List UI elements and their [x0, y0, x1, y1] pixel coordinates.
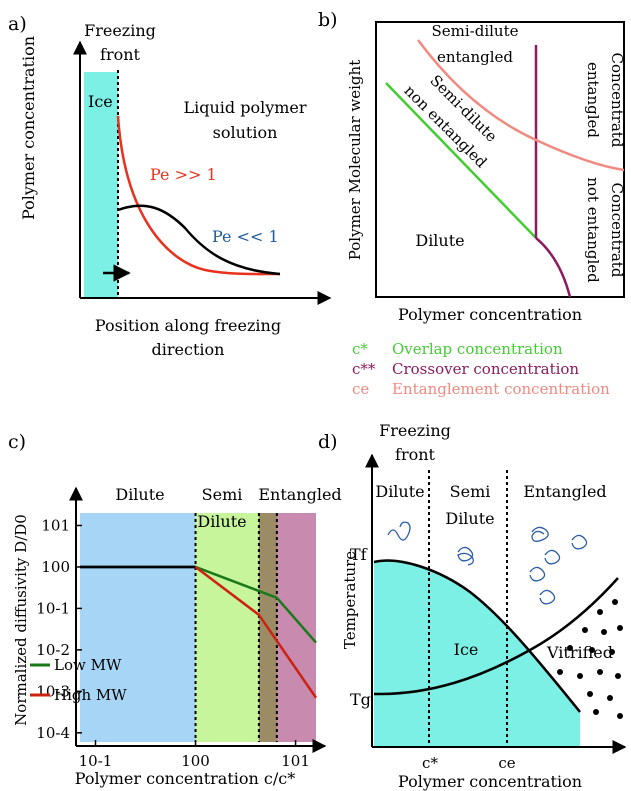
ice-area	[374, 560, 580, 747]
panel-a-x-label-1: Position along freezing	[95, 316, 281, 335]
region-conc-ent-2: entangled	[584, 62, 602, 138]
panel-c-x-label: Polymer concentration c/c*	[75, 769, 295, 788]
panel-c-region-entangled: Entangled	[258, 485, 341, 504]
panel-d-vitrified-label: Vitrified	[546, 643, 613, 662]
legend-label-low-mw: Low MW	[54, 656, 122, 674]
liquid-label-1: Liquid polymer	[183, 98, 306, 117]
legend-text-c-starstar: Crossover concentration	[392, 360, 579, 378]
panel-c-region-semi-1: Semi	[202, 485, 243, 504]
c-e-curve	[416, 39, 625, 172]
legend-symbol-c-starstar: c**	[352, 360, 376, 378]
region-band-0	[80, 513, 196, 742]
legend-symbol-c-star: c*	[352, 340, 368, 358]
panel-d-region-dilute: Dilute	[375, 482, 424, 501]
region-conc-not-1: Concentratd	[608, 183, 626, 278]
panel-a-label: a)	[8, 13, 27, 35]
panel-a: a) Freezing front Ice Liquid polymer sol…	[8, 13, 332, 359]
panel-c-region-dilute: Dilute	[115, 485, 164, 504]
ice-label: Ice	[88, 92, 113, 111]
panel-c-region-semi-2: Dilute	[197, 512, 246, 531]
y-tick-label: 10-1	[36, 599, 70, 617]
panel-d-ice-label: Ice	[454, 640, 479, 659]
panel-b: b) Semi-dilute entangled Semi-dilute non…	[318, 9, 626, 398]
series-line-high-mw	[194, 565, 318, 699]
pe-high-curve	[116, 115, 281, 276]
panel-a-y-label: Polymer concentration	[19, 36, 38, 220]
legend-symbol-c-e: ce	[352, 380, 369, 398]
y-tick-label: 101	[41, 516, 70, 534]
series-line-low-mw	[195, 565, 317, 644]
pe-high-label: Pe >> 1	[150, 165, 217, 184]
glass-transition-curve	[373, 577, 619, 696]
panel-c-label: c)	[8, 431, 26, 453]
panel-c-regions	[80, 513, 316, 742]
panel-b-label: b)	[318, 9, 338, 31]
vitrified-dots	[557, 599, 623, 719]
panel-a-x-label-2: direction	[152, 340, 225, 359]
y-tick-label: 10-2	[36, 641, 70, 659]
panel-c-y-label: Normalized diffusivity D/D0	[12, 514, 30, 726]
tick-c-e: ce	[498, 754, 515, 772]
c-star-line	[385, 82, 537, 239]
panel-c: c) Dilute Semi Dilute Entangled 10-1 100 1…	[8, 431, 342, 788]
legend-text-c-star: Overlap concentration	[392, 340, 563, 358]
freezing-front-label-2: front	[100, 45, 141, 64]
x-tick-label: 101	[281, 752, 310, 770]
panel-d-region-semi-1: Semi	[450, 482, 491, 501]
panel-d-y-label: Temperature	[341, 551, 359, 649]
tick-c-star: c*	[422, 754, 438, 772]
pe-low-curve	[117, 204, 281, 276]
x-tick-label: 100	[181, 752, 210, 770]
region-dilute: Dilute	[415, 231, 464, 250]
y-tick-label: 100	[41, 558, 70, 576]
ice-region	[84, 72, 118, 298]
freezing-front-label-1: Freezing	[84, 21, 156, 40]
pe-low-label: Pe << 1	[212, 227, 279, 246]
tf-label: Tf	[350, 545, 368, 564]
panel-d-front-2: front	[395, 445, 436, 464]
panel-d-region-entangled: Entangled	[523, 482, 606, 501]
y-tick-label: 10-4	[36, 724, 70, 742]
legend-text-c-e: Entanglement concentration	[392, 380, 610, 398]
panel-b-x-label: Polymer concentration	[398, 305, 582, 324]
panel-d: d) Freezing front Dilute Semi Dilu	[318, 421, 627, 791]
legend-label-high-mw: High MW	[54, 686, 127, 704]
c-starstar-curve	[535, 237, 572, 298]
x-tick-label: 10-1	[79, 752, 113, 770]
panel-d-front-1: Freezing	[379, 421, 451, 440]
tg-label: Tg	[350, 690, 371, 709]
region-band-1	[195, 513, 259, 742]
panel-d-x-label: Polymer concentration	[398, 772, 582, 791]
panel-b-y-label: Polymer Molecular weight	[346, 60, 364, 260]
freezing-curve	[373, 559, 581, 713]
panel-b-frame	[375, 21, 625, 298]
panel-c-series	[80, 565, 318, 699]
region-conc-ent-1: Concentratd	[608, 53, 626, 148]
panel-d-label: d)	[318, 431, 338, 453]
region-sd-ent-1: Semi-dilute	[431, 22, 518, 40]
liquid-label-2: solution	[213, 123, 278, 142]
panel-d-region-semi-2: Dilute	[445, 509, 494, 528]
coil-icons	[387, 521, 588, 605]
region-sd-ent-2: entangled	[437, 48, 513, 66]
region-conc-not-2: not entangled	[584, 177, 602, 283]
